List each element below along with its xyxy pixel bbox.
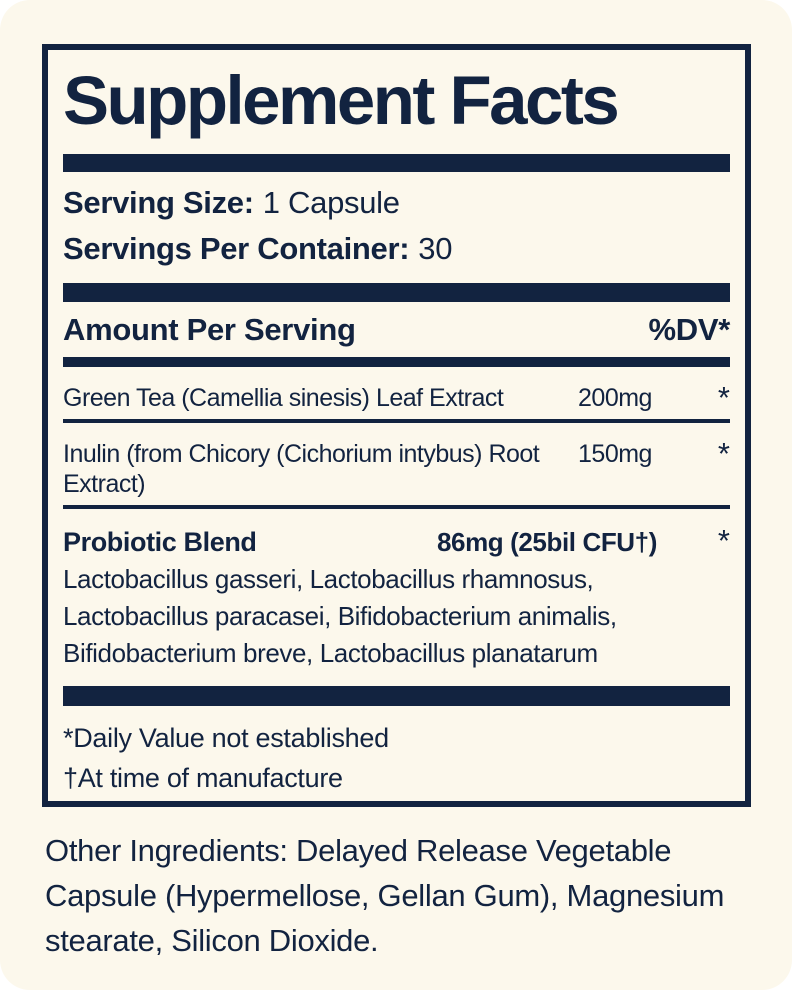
servings-per-container-label: Servings Per Container:: [63, 231, 410, 266]
probiotic-blend-header-row: Probiotic Blend 86mg (25bil CFU†) *: [63, 525, 730, 559]
ingredient-dv: *: [717, 380, 730, 415]
blend-strain-list: Lactobacillus gasseri, Lactobacillus rha…: [63, 561, 730, 672]
serving-size-label: Serving Size:: [63, 185, 254, 220]
footnotes: *Daily Value not established †At time of…: [63, 718, 730, 798]
ingredient-amount: 150mg: [578, 440, 652, 468]
ingredient-row-green-tea: Green Tea (Camellia sinesis) Leaf Extrac…: [63, 367, 730, 419]
percent-dv-label: %DV*: [648, 311, 731, 347]
serving-info: Serving Size: 1 Capsule Servings Per Cont…: [63, 180, 730, 272]
ingredient-name: Inulin (from Chicory (Cichorium intybus)…: [63, 440, 540, 498]
probiotic-blend-section: Probiotic Blend 86mg (25bil CFU†) * Lact…: [63, 509, 730, 672]
serving-divider-bar: [63, 283, 730, 302]
row-separator: [63, 419, 730, 423]
servings-per-container-line: Servings Per Container: 30: [63, 226, 730, 272]
blend-strain-line: Bifidobacterium breve, Lactobacillus pla…: [63, 638, 598, 668]
amount-per-serving-label: Amount Per Serving: [63, 311, 356, 347]
blend-divider-bar: [63, 686, 730, 706]
ingredient-name: Green Tea (Camellia sinesis) Leaf Extrac…: [63, 384, 504, 412]
supplement-facts-title: Supplement Facts: [63, 62, 620, 139]
serving-size-line: Serving Size: 1 Capsule: [63, 180, 730, 226]
blend-name: Probiotic Blend: [63, 527, 257, 557]
blend-strain-line: Lactobacillus gasseri, Lactobacillus rha…: [63, 564, 594, 594]
title-divider-bar: [63, 154, 730, 172]
blend-dv: *: [717, 523, 730, 558]
supplement-facts-box: Supplement Facts Serving Size: 1 Capsule …: [42, 44, 751, 807]
footnote-manufacture: †At time of manufacture: [63, 763, 343, 793]
serving-size-value: 1 Capsule: [262, 185, 400, 220]
servings-per-container-value: 30: [418, 231, 453, 266]
blend-strain-line: Lactobacillus paracasei, Bifidobacterium…: [63, 601, 617, 631]
header-divider-bar: [63, 357, 730, 367]
amount-per-serving-header: Amount Per Serving %DV*: [63, 302, 730, 357]
ingredient-amount: 200mg: [578, 384, 652, 412]
other-ingredients-text: Other Ingredients: Delayed Release Veget…: [45, 833, 725, 958]
row-separator: [63, 505, 730, 509]
ingredient-row-inulin: Inulin (from Chicory (Cichorium intybus)…: [63, 423, 730, 505]
footnote-daily-value: *Daily Value not established: [63, 723, 389, 753]
ingredient-dv: *: [717, 436, 730, 471]
blend-amount: 86mg (25bil CFU†): [436, 527, 657, 557]
